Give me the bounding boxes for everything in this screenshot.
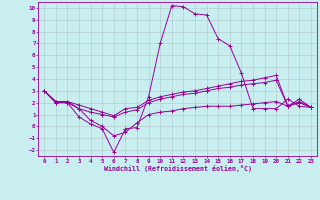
X-axis label: Windchill (Refroidissement éolien,°C): Windchill (Refroidissement éolien,°C) (104, 165, 252, 172)
